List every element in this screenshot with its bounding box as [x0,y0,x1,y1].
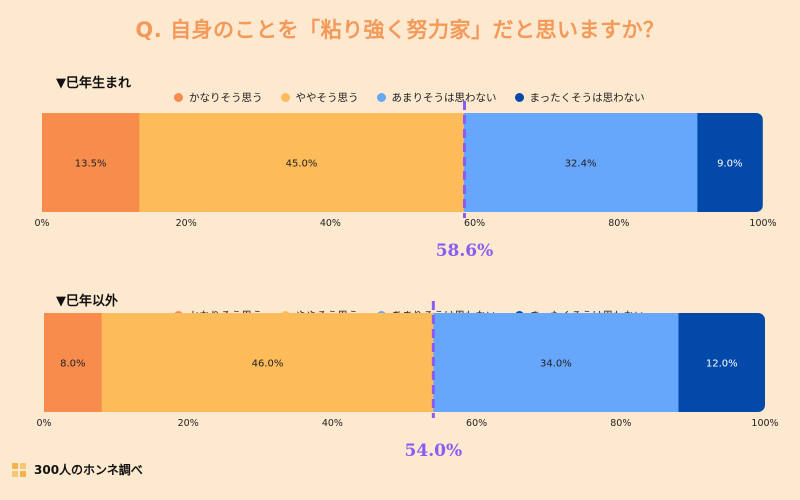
bar-segment-disagree [463,113,698,212]
tick-label: 40% [320,218,341,229]
bar-segment-strongly-agree [44,313,103,412]
legend-label: あまりそうは思わない [391,92,497,104]
legend-dot-strongly-agree [174,93,183,102]
stacked-bar-chart: 8.0% 46.0% 34.0% 12.0% 0% 20% 40% 60% 80% 100% 54.… [36,301,779,461]
marker-label: 58.6% [436,241,494,261]
footer: 300人のホンネ調べ [12,461,143,478]
logo-icon [12,462,26,477]
tick-label: 40% [322,418,343,429]
bar-segment-strongly-agree [42,113,140,212]
legend-label: ややそう思う [295,92,359,104]
legend-label: かなりそう思う [189,92,263,104]
chart-title: Q. 自身のことを「粘り強く努力家」だと思いますか？ [135,18,665,42]
data-label: 13.5% [75,159,107,170]
legend-label: まったくそうは思わない [529,92,645,104]
footer-text: 300人のホンネ調べ [34,463,143,477]
tick-label: 0% [36,418,51,429]
legend-item: あまりそうは思わない [376,90,497,105]
tick-label: 20% [176,218,197,229]
tick-label: 20% [178,418,199,429]
tick-label: 60% [464,218,485,229]
data-label: 32.4% [565,159,597,170]
data-label: 12.0% [706,359,738,370]
chart-section-snake-year: ▼巳年生まれ かなりそう思う ややそう思う あまりそうは思わない まったくそうは… [0,72,800,282]
bar-segment-agree [139,113,465,212]
legend-item: まったくそうは思わない [514,90,645,105]
data-label: 46.0% [252,359,284,370]
chart-section-other-years: ▼巳年以外 かなりそう思う ややそう思う あまりそうは思わない まったくそうは思… [0,290,800,500]
tick-label: 60% [466,418,487,429]
legend-dot-agree [280,93,290,102]
legend-dot-strongly-disagree [514,93,524,102]
legend-item: ややそう思う [280,90,359,105]
data-label: 34.0% [540,359,572,370]
stacked-bar-chart: 13.5% 45.0% 32.4% 9.0% 0% 20% 40% 60% 80% 100% 58.… [34,101,777,261]
tick-label: 0% [34,218,49,229]
tick-label: 100% [751,418,778,429]
legend-item: かなりそう思う [174,90,263,105]
tick-label: 80% [610,418,631,429]
tick-label: 100% [749,218,776,229]
bar-segment-agree [101,313,434,412]
data-label: 45.0% [286,159,318,170]
section-label: ▼巳年生まれ [56,76,131,91]
section-label: ▼巳年以外 [56,294,118,309]
tick-label: 80% [608,218,629,229]
marker-label: 54.0% [405,441,463,461]
legend-dot-disagree [376,93,386,102]
legend: かなりそう思う ややそう思う あまりそうは思わない まったくそうは思わない [174,90,645,105]
bar-segment-strongly-disagree [678,313,765,412]
data-label: 9.0% [717,159,742,170]
bar-segment-disagree [433,313,679,412]
bar-segment-strongly-disagree [697,113,763,212]
data-label: 8.0% [60,359,85,370]
